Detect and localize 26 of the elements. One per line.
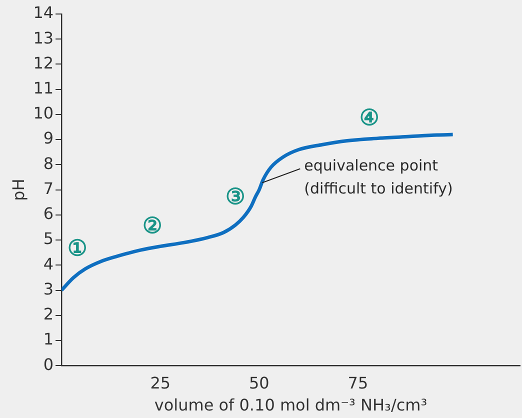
y-tick-label: 14: [33, 3, 54, 22]
x-tick-label: 25: [150, 373, 171, 392]
annotation: equivalence point (difficult to identify): [304, 156, 453, 198]
y-tick-label: 10: [33, 104, 54, 123]
y-tick-label: 2: [43, 304, 54, 324]
y-tick-label: 0: [43, 354, 54, 374]
y-tick-label: 4: [43, 254, 54, 274]
annotation: ④: [360, 105, 380, 132]
y-tick-label: 3: [43, 279, 54, 298]
line-series: [62, 132, 455, 292]
x-tick-label: 50: [248, 373, 270, 392]
y-tick-label: 11: [33, 78, 54, 98]
y-tick-label: 1: [43, 330, 54, 349]
y-tick-label: 13: [33, 28, 54, 48]
y-tick-label: 5: [43, 229, 54, 248]
x-axis-title: volume of 0.10 mol dm⁻³ NH₃/cm³: [154, 396, 428, 415]
y-axis-title: pH: [8, 178, 28, 201]
y-tick-label: 12: [33, 53, 54, 72]
y-tick-label: 6: [43, 204, 54, 224]
y-tick-label: 7: [43, 178, 54, 198]
annotation: ②: [142, 213, 162, 240]
annotation: ③: [225, 184, 246, 210]
x-tick-label: 75: [348, 373, 368, 392]
annotation: ①: [67, 236, 88, 262]
y-tick-label: 8: [43, 154, 54, 173]
y-tick-label: 9: [43, 128, 54, 148]
